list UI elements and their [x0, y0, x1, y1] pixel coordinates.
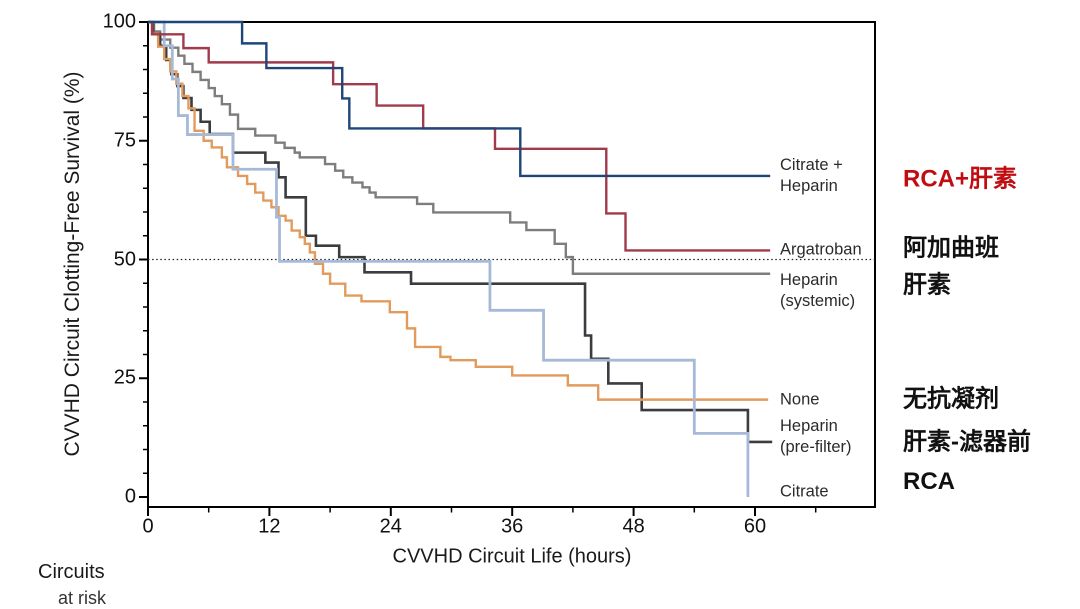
cn-label-heparin-prefilter: 肝素-滤器前 [903, 428, 1031, 456]
plot-frame [147, 21, 876, 508]
survival-curve-citrate [148, 20, 750, 497]
series-label-citrate: Citrate [780, 482, 829, 501]
survival-plot-canvas [139, 20, 876, 516]
x-tick-label-48: 48 [622, 515, 645, 538]
x-tick-label-24: 24 [379, 515, 402, 538]
series-label-heparin-systemic: Heparin (systemic) [780, 270, 856, 310]
survival-curve-none [148, 20, 769, 401]
cn-label-heparin-systemic: 肝素 [903, 271, 951, 299]
y-tick-label-75: 75 [113, 129, 136, 152]
circuits-note: Circuits [38, 561, 105, 583]
cn-label-argatroban: 阿加曲班 [903, 234, 999, 262]
y-tick-label-100: 100 [102, 10, 136, 33]
series-label-heparin-prefilter: Heparin (pre-filter) [780, 416, 852, 456]
cn-label-citrate: RCA [903, 468, 955, 495]
series-label-argatroban: Argatroban [780, 240, 862, 259]
series-label-none: None [780, 390, 820, 409]
cn-label-citrate-heparin: RCA+肝素 [903, 165, 1018, 193]
survival-curve-heparin-prefilter [148, 20, 773, 444]
survival-curve-citrate-heparin [148, 20, 771, 178]
survival-curve-heparin-systemic [148, 20, 771, 275]
y-tick-label-0: 0 [124, 485, 136, 508]
x-tick-label-0: 0 [142, 515, 154, 538]
y-tick-label-50: 50 [113, 248, 136, 270]
y-tick-label-25: 25 [113, 366, 136, 389]
y-axis-title: CVVHD Circuit Clotting-Free Survival (%) [61, 71, 84, 457]
series-label-citrate-heparin: Citrate + Heparin [780, 155, 843, 195]
cn-label-none: 无抗凝剂 [903, 385, 999, 413]
survival-curve-argatroban [148, 20, 771, 252]
at-risk-note-cropped: at risk [58, 588, 107, 608]
x-tick-label-12: 12 [258, 515, 281, 538]
x-axis-title: CVVHD Circuit Life (hours) [392, 545, 632, 568]
survival-figure: CVVHD Circuit Clotting-Free Survival (%)… [38, 10, 1031, 609]
x-tick-label-60: 60 [743, 515, 767, 538]
x-tick-label-36: 36 [501, 515, 524, 538]
